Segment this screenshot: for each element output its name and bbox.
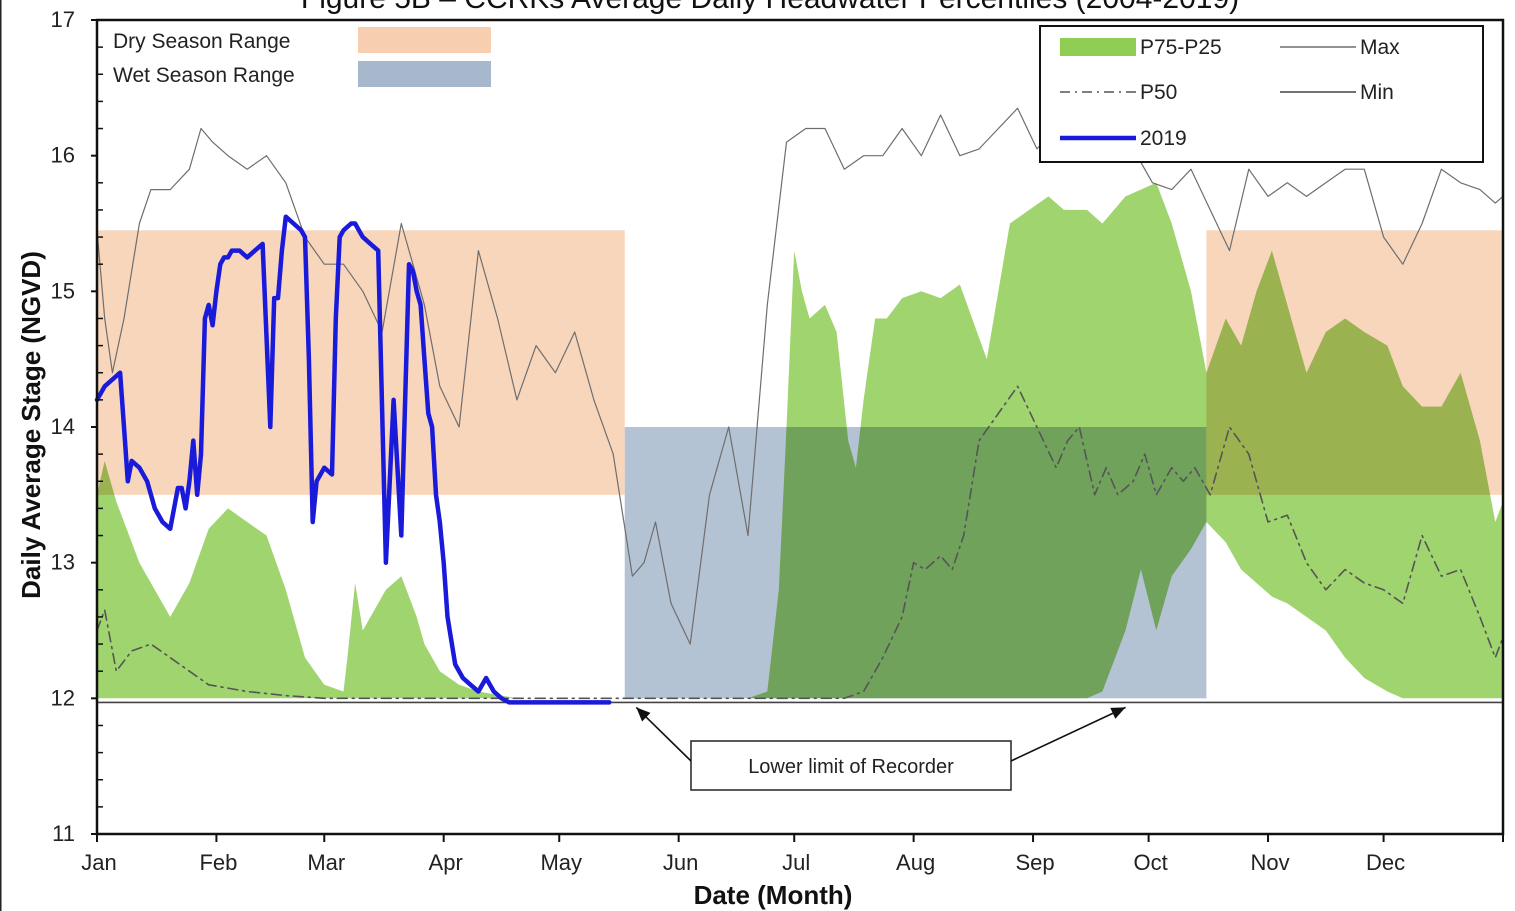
- legend-label-p50: P50: [1140, 81, 1177, 104]
- series-p50-line: [96, 385, 1504, 700]
- annotation-arrow-head-0: [636, 707, 651, 722]
- x-axis-label: Date (Month): [694, 880, 853, 910]
- x-tick-label-oct: Oct: [1133, 850, 1167, 875]
- series-lines: [94, 107, 1504, 705]
- x-tick-label-nov: Nov: [1250, 850, 1289, 875]
- season-legend: Dry Season Range Wet Season Range: [113, 27, 491, 87]
- y-tick-label-0: 11: [52, 821, 75, 846]
- x-tick-label-jul: Jul: [782, 850, 810, 875]
- x-tick-label-dec: Dec: [1366, 850, 1405, 875]
- legend-label-p75-p25: P75-P25: [1140, 36, 1222, 59]
- chart-title: Figure 5B – CCRKs Average Daily Headwate…: [301, 0, 1239, 15]
- legend: P75-P25 Max P50 Min 2019: [1039, 25, 1484, 163]
- x-tick-label-jun: Jun: [663, 850, 698, 875]
- legend-label-max: Max: [1360, 36, 1400, 59]
- legend-label-2019: 2019: [1140, 127, 1187, 150]
- annotation: Lower limit of Recorder: [635, 706, 1126, 791]
- annotation-arrow-head-1: [1110, 707, 1126, 719]
- legend-swatch-p75-p25: [1060, 38, 1136, 56]
- season-legend-swatch-dry-season-range: [358, 27, 491, 53]
- x-tick-label-sep: Sep: [1015, 850, 1054, 875]
- x-tick-label-jan: Jan: [81, 850, 116, 875]
- x-tick-label-mar: Mar: [307, 850, 345, 875]
- annotation-arrow-line-1: [1010, 706, 1126, 762]
- legend-label-min: Min: [1360, 81, 1394, 104]
- series-max-line: [96, 107, 1504, 645]
- y-tick-label-5: 16: [51, 143, 75, 168]
- series-p75-p25: [97, 182, 1503, 699]
- x-tick-label-feb: Feb: [199, 850, 237, 875]
- y-tick-label-6: 17: [51, 7, 75, 32]
- y-axis-label: Daily Average Stage (NGVD): [16, 251, 46, 599]
- y-tick-label-3: 14: [51, 414, 75, 439]
- band-p75-p25-area: [97, 182, 1503, 699]
- annotation-text: Lower limit of Recorder: [748, 756, 954, 778]
- x-tick-label-aug: Aug: [896, 850, 935, 875]
- annotation-box: [690, 740, 1012, 791]
- season-legend-label-wet-season-range: Wet Season Range: [113, 64, 295, 87]
- x-tick-label-may: May: [540, 850, 582, 875]
- y-tick-label-2: 13: [51, 550, 75, 575]
- y-tick-label-4: 15: [51, 278, 75, 303]
- season-legend-label-dry-season-range: Dry Season Range: [113, 30, 290, 53]
- y-tick-label-1: 12: [51, 685, 75, 710]
- season-range-dry-season-range-0: [97, 230, 625, 495]
- series-2019-line: [94, 214, 612, 705]
- axes: 11 12 13 14 15 16 17 Jan Feb Mar Apr May Jun Jul Aug Se…: [51, 7, 1505, 875]
- x-tick-label-apr: Apr: [429, 850, 463, 875]
- season-legend-swatch-wet-season-range: [358, 61, 491, 87]
